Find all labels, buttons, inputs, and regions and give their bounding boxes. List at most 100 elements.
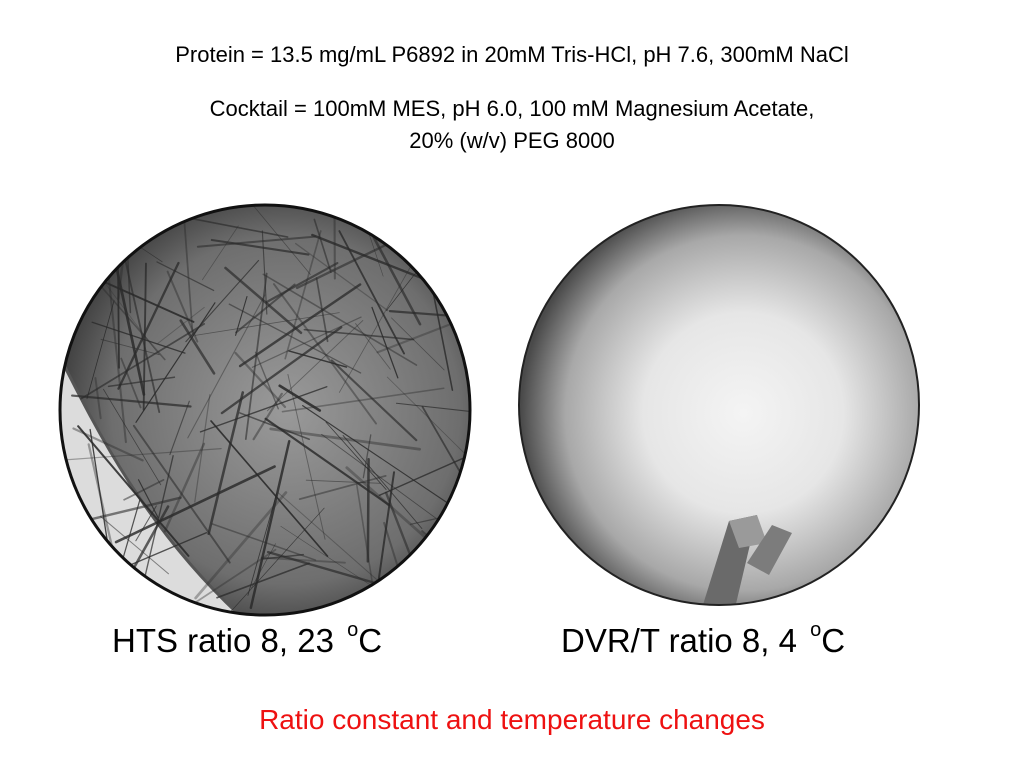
- crystal-needle: [60, 448, 222, 463]
- crystal-needle: [116, 252, 120, 369]
- crystal-needle: [179, 319, 216, 375]
- crystal-needle: [80, 322, 206, 400]
- crystal-needle: [342, 434, 423, 529]
- crystal-needle: [100, 338, 160, 356]
- crystal-needle: [421, 530, 470, 575]
- dvrt-caption: DVR/T ratio 8, 4 oC: [561, 619, 846, 660]
- hts-caption-unit: C: [358, 622, 383, 659]
- crystal-needle: [313, 218, 332, 274]
- crystal-needle: [220, 326, 343, 415]
- crystal-needle: [284, 230, 322, 360]
- crystal-needle: [265, 262, 339, 304]
- crystal-needle: [266, 320, 364, 412]
- crystal-needle: [302, 405, 449, 504]
- crystal-needle: [362, 434, 372, 479]
- crystal-needle: [77, 425, 190, 557]
- crystal-needle: [156, 261, 215, 292]
- crystal-needle: [103, 388, 162, 486]
- crystal-needle: [163, 442, 206, 533]
- crystal-needle: [264, 417, 391, 507]
- dvrt-crystal-well-image: [518, 204, 920, 606]
- crystal-needle: [345, 466, 432, 544]
- crystal-needle: [238, 283, 362, 368]
- crystal-needle: [216, 562, 310, 599]
- crystal-needle: [194, 491, 288, 600]
- dvrt-degree-mark: o: [810, 619, 822, 641]
- crystal-needle: [249, 440, 291, 610]
- crystal-needle: [276, 491, 395, 596]
- crystal-needle: [281, 387, 445, 413]
- crystal-needle: [251, 543, 276, 589]
- dvrt-caption-label: DVR/T ratio 8, 4: [561, 622, 807, 659]
- crystal-needle: [287, 374, 326, 540]
- crystal-needle: [194, 312, 340, 336]
- crystal-needle: [135, 505, 157, 542]
- crystal-needle: [106, 263, 127, 444]
- crystal-needle: [330, 359, 418, 442]
- crystal-needle: [228, 303, 362, 374]
- crystal-needle: [272, 283, 377, 425]
- crystal-needle: [144, 455, 174, 576]
- hts-degree-mark: o: [347, 619, 359, 641]
- crystal-needle: [71, 394, 192, 408]
- crystal-needle: [260, 556, 346, 564]
- crystal-needle: [196, 235, 317, 248]
- crystal-needle: [99, 515, 169, 575]
- crystal-needle: [166, 270, 199, 343]
- crystal-needle: [278, 384, 322, 412]
- crystal-needle: [325, 421, 387, 490]
- crystal-needle: [199, 386, 328, 433]
- crystal-needle: [321, 433, 437, 519]
- crystal-needle: [269, 427, 422, 451]
- crystal-needle: [388, 310, 453, 317]
- crystal-needle: [117, 261, 180, 390]
- crystal-needle: [169, 400, 190, 456]
- crystal-needle: [157, 306, 205, 345]
- crystal-needle: [395, 402, 470, 415]
- crystal-needle: [247, 493, 278, 596]
- crystal-needle: [355, 484, 383, 615]
- crystal-needle: [371, 306, 399, 379]
- crystal-needle: [85, 496, 182, 522]
- crystal-needle: [366, 457, 370, 563]
- crystal-needle: [378, 454, 470, 497]
- crystal-needle: [252, 392, 283, 441]
- crystal-needle: [430, 282, 454, 391]
- crystal-needle: [91, 321, 186, 354]
- crystal-needle: [426, 230, 470, 259]
- protein-description: Protein = 13.5 mg/mL P6892 in 20mM Tris-…: [175, 42, 849, 67]
- crystal-needle: [421, 405, 467, 484]
- crystal-needle: [120, 357, 142, 409]
- crystal-needle: [210, 420, 329, 557]
- crystal-needle: [234, 351, 287, 409]
- dvrt-caption-unit: C: [821, 622, 846, 659]
- crystal-needle: [86, 300, 115, 400]
- crystal-needle: [137, 479, 159, 519]
- crystal-needle: [298, 475, 387, 500]
- crystal-needle: [372, 236, 422, 326]
- crystal-needle: [211, 523, 317, 561]
- crystal-needle: [415, 205, 465, 251]
- crystal-needle: [240, 205, 311, 275]
- hts-caption-label: HTS ratio 8, 23: [112, 622, 344, 659]
- crystal-needle: [194, 394, 211, 503]
- hts-crystal-well-image: [58, 203, 472, 617]
- crystal-needle: [187, 294, 266, 439]
- crystal-needle: [338, 230, 405, 355]
- crystal-needle: [315, 277, 329, 343]
- crystal-needle: [261, 230, 268, 315]
- crystal-needle: [355, 323, 391, 370]
- hts-caption: HTS ratio 8, 23 oC: [112, 619, 383, 660]
- crystal-needle: [202, 225, 239, 281]
- crystal-needle: [132, 424, 231, 564]
- conclusion-note: Ratio constant and temperature changes: [259, 704, 765, 735]
- crystal-needle: [295, 238, 398, 290]
- crystal-needle: [207, 391, 245, 535]
- crystal-needle: [391, 317, 445, 371]
- crystal-needle: [84, 549, 114, 615]
- cocktail-description-line1: Cocktail = 100mM MES, pH 6.0, 100 mM Mag…: [209, 96, 815, 121]
- crystal-needle: [266, 550, 393, 589]
- crystal-needle: [294, 242, 389, 312]
- crystal-needle: [338, 245, 423, 393]
- crystal-needle: [122, 249, 161, 414]
